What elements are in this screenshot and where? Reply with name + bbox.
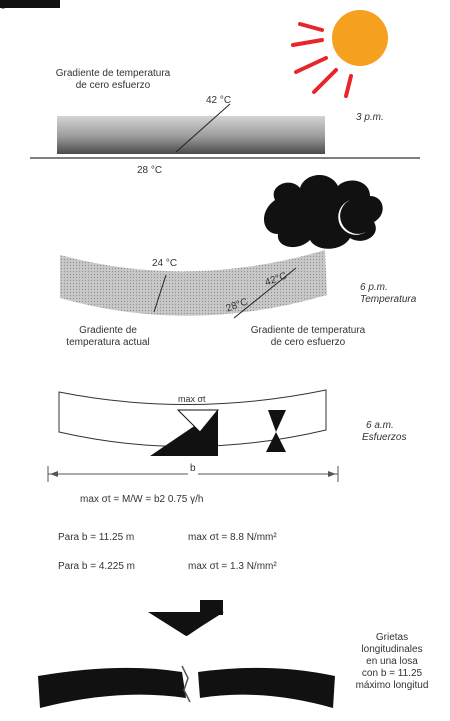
temp-bottom-3pm: 28 °C: [137, 165, 163, 176]
down-arrow-head: [148, 612, 224, 636]
cracks-label-line1: Grietas: [375, 632, 409, 643]
time-3pm: 3 p.m.: [356, 112, 384, 123]
zero-stress-label-3pm-line2: de cero esfuerzo: [75, 80, 151, 91]
result-case-1: Para b = 11.25 m: [58, 532, 135, 543]
time-6am: 6 a.m.: [366, 420, 394, 431]
caption-6am: Esfuerzos: [362, 432, 407, 443]
cracks-label-line3: en una losa: [366, 656, 418, 667]
sun-icon: [291, 10, 388, 98]
header-fragment: grafico 8: [0, 0, 46, 9]
actual-gradient-label-line1: Gradiente de: [79, 325, 137, 336]
dimension-label: b: [188, 463, 198, 475]
temp-top-3pm: 42 °C: [206, 95, 232, 106]
result-case-2: Para b = 4.225 m: [58, 561, 135, 572]
cracks-label-line5: máximo longitud: [355, 680, 429, 691]
result-value-1: max σt = 8.8 N/mm²: [188, 532, 277, 543]
moon-cloud-icon: [263, 174, 383, 249]
stress-block-right-top: [268, 410, 286, 432]
slab-3pm: [57, 116, 325, 154]
formula: max σt = M/W = b2 0.75 γ/h: [80, 494, 204, 505]
zero-stress-label-6pm-line2: de cero esfuerzo: [270, 337, 346, 348]
zero-stress-label-3pm-line1: Gradiente de temperatura: [55, 68, 171, 79]
actual-gradient-label-line2: temperatura actual: [66, 337, 150, 348]
caption-6pm: Temperatura: [360, 294, 417, 305]
header-fragment-mark: [0, 0, 60, 8]
stress-block-left-top: [176, 409, 220, 433]
zero-stress-gradient-line: [175, 103, 231, 153]
cracks-label-line4: con b = 11.25: [361, 668, 423, 679]
actual-gradient-line: [153, 274, 167, 313]
zero-stress-label-6pm-line1: Gradiente de temperatura: [250, 325, 366, 336]
result-value-2: max σt = 1.3 N/mm²: [188, 561, 277, 572]
cracked-slab: [38, 665, 335, 708]
cracks-label-line2: longitudinales: [361, 644, 423, 655]
slab-6pm: [60, 250, 327, 316]
temp-left-6pm: 24 °C: [152, 258, 178, 269]
stress-label: max σt: [178, 394, 206, 404]
zero-stress-gradient-line-6pm: [233, 267, 297, 319]
time-6pm: 6 p.m.: [360, 282, 388, 293]
stress-block-right-bottom: [266, 432, 286, 452]
